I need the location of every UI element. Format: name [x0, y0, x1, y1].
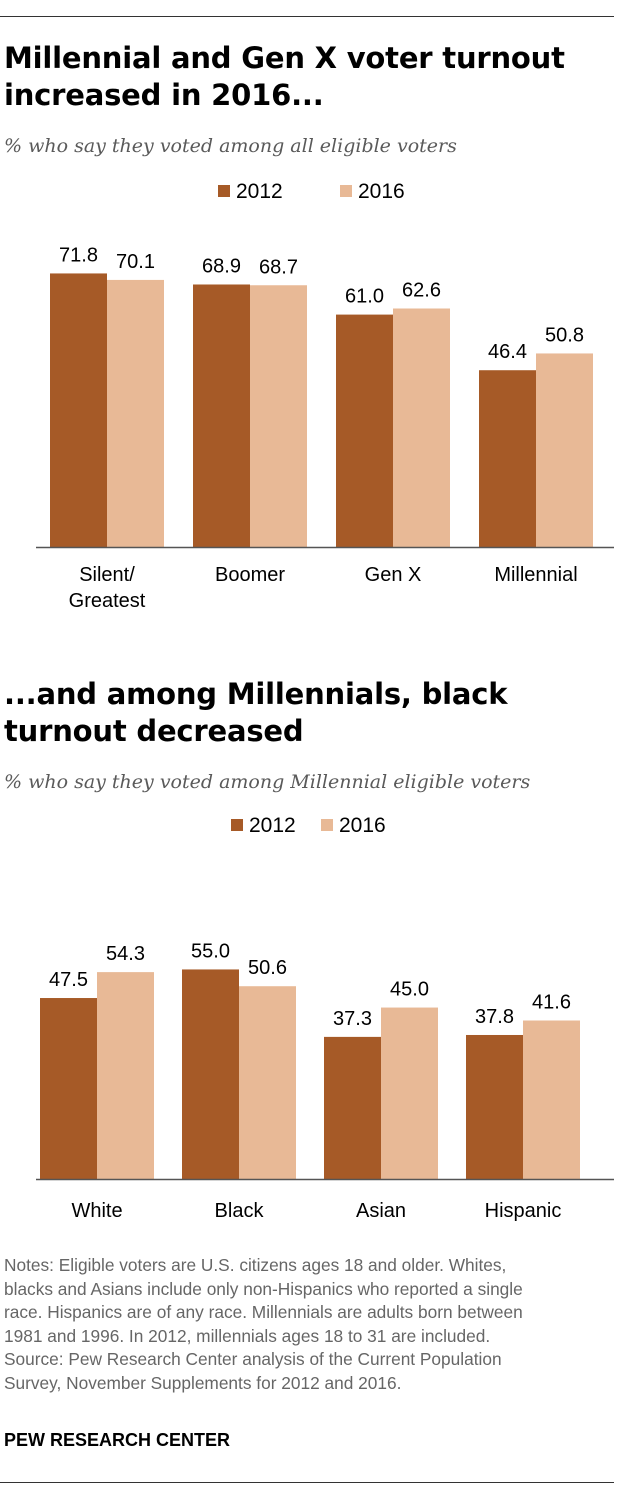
bar-2016-0: [107, 279, 164, 547]
legend-swatch-2012: [218, 185, 230, 197]
millennial-turnout-by-race-chart: 2012 2016 47.5 54.3 White 55.0 50.6 Black 37.3 45…: [36, 814, 614, 1222]
chart-2-title: ...and among Millennials, black turnout …: [4, 677, 508, 748]
value-label: 45.0: [390, 979, 429, 1001]
chart-1-title: Millennial and Gen X voter turnout incre…: [4, 41, 565, 112]
value-label: 37.8: [475, 1006, 514, 1028]
bar-2012-2: [336, 314, 393, 547]
bar-2016-3: [536, 353, 593, 547]
top-rule: [0, 16, 614, 17]
value-label: 62.6: [402, 279, 441, 301]
value-label: 46.4: [488, 341, 527, 363]
value-label: 37.3: [333, 1008, 372, 1030]
pew-research-center-logo-text: PEW RESEARCH CENTER: [4, 1430, 231, 1450]
legend-swatch-2012: [231, 819, 243, 831]
bar-2016-1: [250, 285, 307, 547]
category-label: White: [71, 1200, 122, 1222]
legend-label-2012: 2012: [236, 180, 283, 203]
note-line: blacks and Asians include only non-Hispa…: [4, 1278, 523, 1299]
category-label: Boomer: [215, 564, 285, 586]
source-line: Source: Pew Research Center analysis of …: [4, 1349, 502, 1369]
chart-2-subtitle: % who say they voted among Millennial el…: [4, 771, 531, 793]
bar-2012-3: [466, 1034, 523, 1179]
category-label: Hispanic: [485, 1200, 562, 1222]
bar-2016-1: [239, 986, 296, 1179]
category-label: Gen X: [365, 564, 422, 586]
value-label: 68.7: [259, 256, 298, 278]
note-line: 1981 and 1996. In 2012, millennials ages…: [4, 1325, 491, 1346]
legend-label-2016: 2016: [358, 180, 405, 203]
bar-2012-0: [40, 998, 97, 1179]
category-label: Black: [215, 1200, 265, 1222]
value-label: 54.3: [106, 943, 145, 965]
category-label: Asian: [356, 1200, 406, 1222]
bar-2016-2: [393, 308, 450, 547]
value-label: 50.8: [545, 324, 584, 346]
note-line: race. Hispanics are of any race. Millenn…: [4, 1302, 523, 1322]
bar-2012-1: [182, 969, 239, 1179]
value-label: 71.8: [59, 244, 98, 266]
chart-1-subtitle: % who say they voted among all eligible …: [4, 135, 457, 157]
legend-swatch-2016: [321, 819, 333, 831]
notes: Notes: Eligible voters are U.S. citizens…: [4, 1254, 610, 1395]
bar-2016-0: [97, 972, 154, 1179]
value-label: 47.5: [49, 969, 88, 991]
category-label: Silent/: [79, 564, 135, 586]
value-label: 61.0: [345, 286, 384, 308]
value-label: 50.6: [248, 957, 287, 979]
legend-swatch-2016: [340, 185, 352, 197]
bar-2012-2: [324, 1036, 381, 1179]
legend-label-2016: 2016: [339, 814, 386, 837]
bar-2012-0: [50, 273, 107, 547]
value-label: 41.6: [532, 992, 571, 1014]
source-line: Survey, November Supplements for 2012 an…: [4, 1372, 402, 1393]
category-label: Greatest: [69, 590, 146, 612]
bar-2016-2: [381, 1007, 438, 1179]
value-label: 70.1: [116, 251, 155, 273]
note-line: Notes: Eligible voters are U.S. citizens…: [4, 1255, 507, 1275]
bar-2012-3: [479, 370, 536, 547]
category-label: Millennial: [494, 564, 577, 586]
value-label: 68.9: [202, 255, 241, 277]
bar-2016-3: [523, 1020, 580, 1179]
value-label: 55.0: [191, 940, 230, 962]
turnout-by-generation-chart: 2012 2016 71.8 70.1 Silent/Greatest 68.9 68.7 B…: [36, 180, 614, 612]
legend-label-2012: 2012: [249, 814, 296, 837]
bottom-rule: [0, 1482, 614, 1483]
bar-2012-1: [193, 284, 250, 547]
